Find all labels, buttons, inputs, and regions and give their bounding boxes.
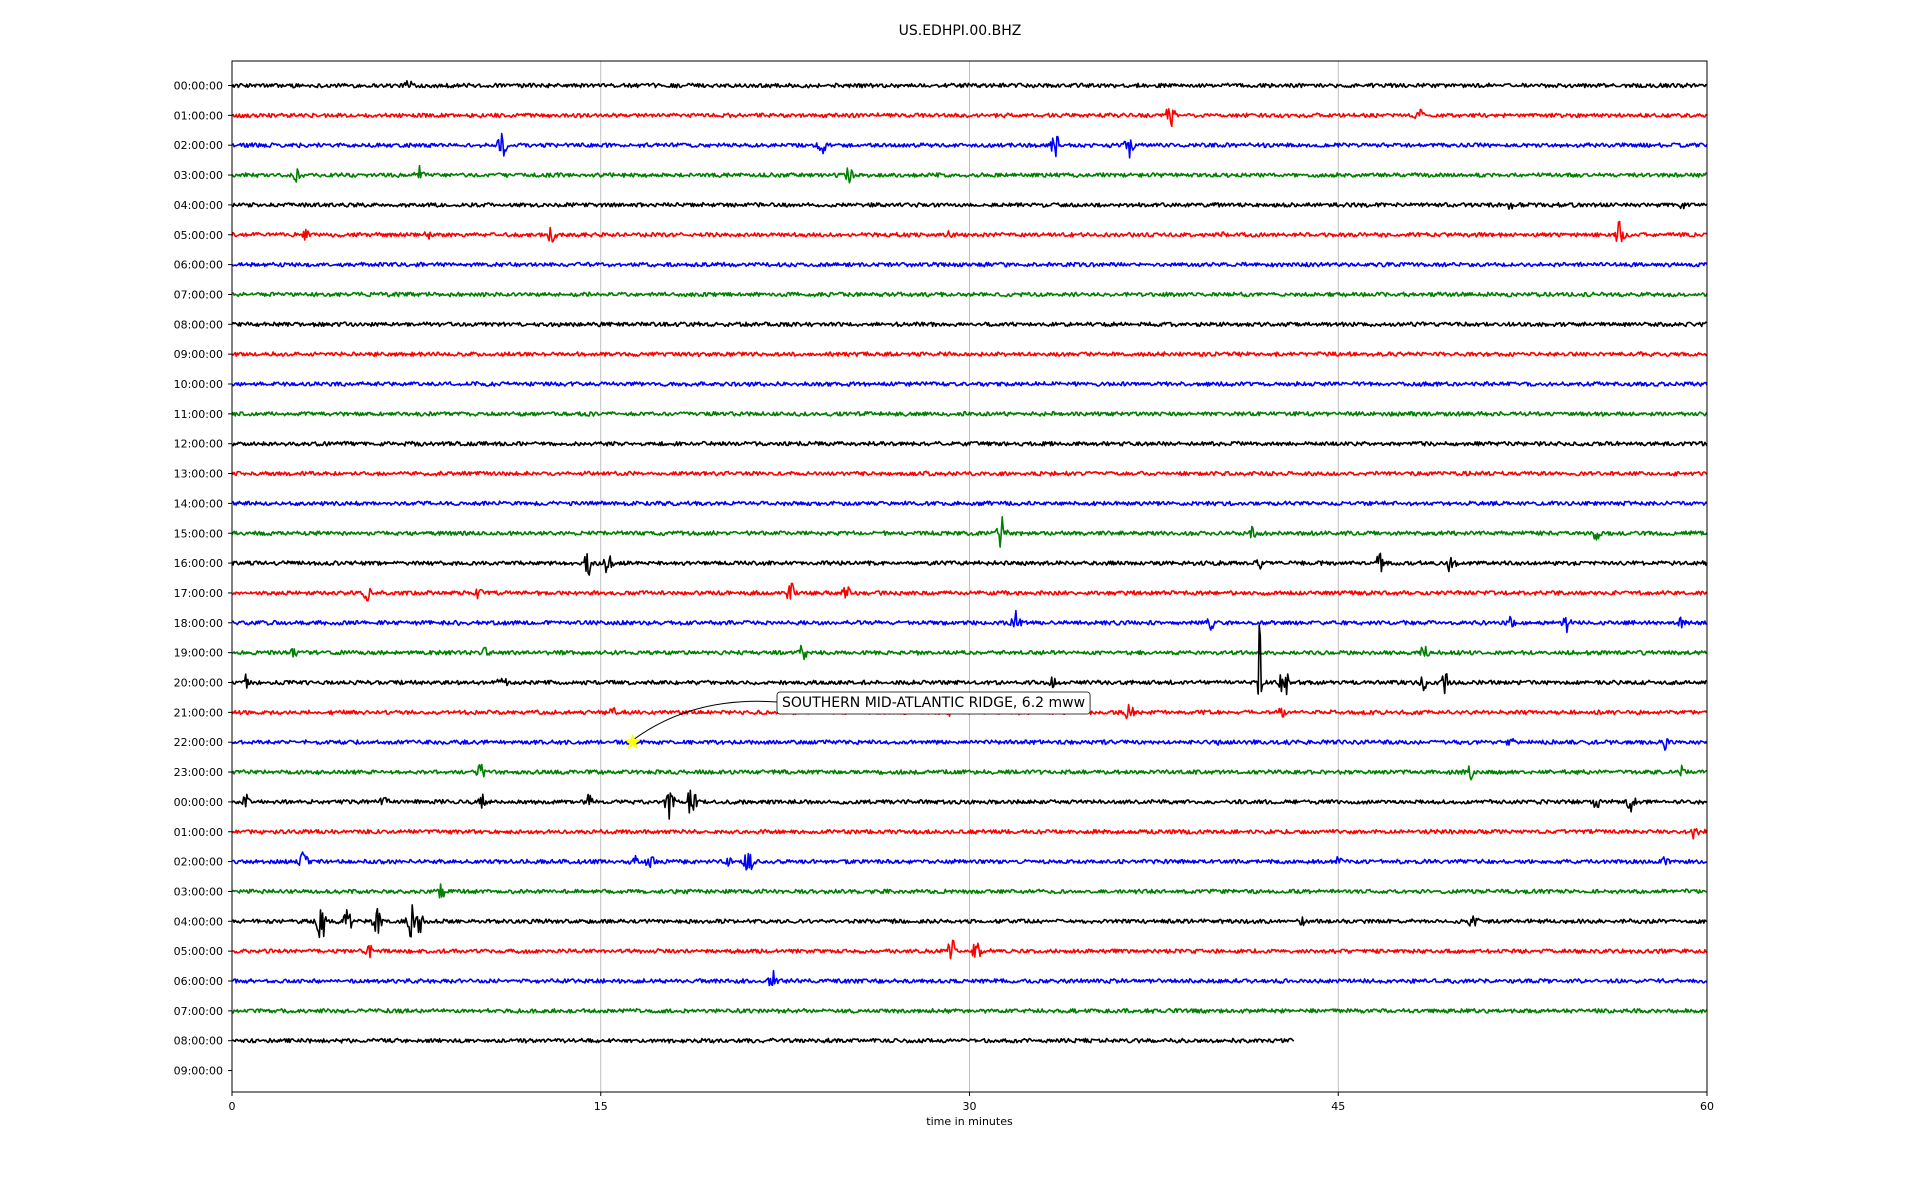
event-annotation-label: SOUTHERN MID-ATLANTIC RIDGE, 6.2 mww [782,695,1085,711]
row-time-label: 05:00:00 [174,229,223,242]
row-time-label: 17:00:00 [174,587,223,600]
row-time-label: 05:00:00 [174,945,223,958]
trace-row-19 [231,644,1708,661]
x-tick-label: 60 [1700,1100,1714,1113]
event-annotation-arrow [632,700,778,741]
row-time-label: 06:00:00 [174,259,223,272]
row-time-label: 06:00:00 [174,975,223,988]
trace-row-5 [231,220,1708,243]
row-time-label: 12:00:00 [174,438,223,451]
trace-row-22 [231,737,1708,751]
trace-row-26 [231,851,1708,871]
trace-row-8 [231,321,1708,328]
trace-row-30 [232,969,1708,987]
annotation-layer: SOUTHERN MID-ATLANTIC RIDGE, 6.2 mww [624,691,1091,750]
row-time-labels: 00:00:00 01:00:00 02:00:00 03:00:00 04:00:00… [174,80,232,1078]
row-time-label: 15:00:00 [174,527,223,540]
trace-row-6 [231,261,1708,268]
trace-row-28 [231,904,1708,939]
event-annotation-box [776,691,1091,715]
x-tick-label: 0 [229,1100,236,1113]
x-tick-label: 15 [594,1100,608,1113]
trace-row-17 [231,582,1708,602]
row-time-label: 22:00:00 [174,736,223,749]
row-time-label: 23:00:00 [174,766,223,779]
x-axis-ticks: 0 15 30 45 60 [229,1092,1714,1113]
row-time-label: 00:00:00 [174,80,223,93]
row-time-label: 08:00:00 [174,1035,223,1048]
row-time-label: 00:00:00 [174,796,223,809]
trace-row-4 [231,201,1708,210]
row-time-label: 14:00:00 [174,497,223,510]
row-time-label: 02:00:00 [174,856,223,869]
row-time-label: 02:00:00 [174,139,223,152]
row-time-label: 03:00:00 [174,169,223,182]
trace-row-0 [231,80,1707,89]
trace-row-13 [231,470,1708,477]
trace-row-15 [231,515,1708,548]
trace-row-23 [231,763,1708,781]
row-time-label: 13:00:00 [174,468,223,481]
row-time-label: 09:00:00 [174,348,223,361]
x-axis-label: time in minutes [926,1115,1013,1128]
trace-row-11 [231,410,1708,417]
x-tick-label: 45 [1331,1100,1345,1113]
trace-row-9 [231,351,1708,358]
trace-row-18 [231,609,1708,634]
row-time-label: 04:00:00 [174,199,223,212]
trace-row-2 [231,132,1708,159]
row-time-label: 03:00:00 [174,885,223,898]
row-time-label: 10:00:00 [174,378,223,391]
event-star-icon [624,733,641,750]
trace-row-16 [231,552,1708,576]
row-time-label: 07:00:00 [174,1005,223,1018]
trace-row-10 [231,380,1708,388]
trace-row-29 [231,939,1708,960]
row-time-label: 20:00:00 [174,677,223,690]
trace-row-20 [231,624,1708,696]
trace-row-24 [231,789,1708,820]
row-time-label: 16:00:00 [174,557,223,570]
row-time-label: 18:00:00 [174,617,223,630]
row-time-label: 04:00:00 [174,915,223,928]
chart-title: US.EDHPI.00.BHZ [899,23,1022,39]
row-time-label: 07:00:00 [174,288,223,301]
trace-row-31 [231,1007,1708,1014]
row-time-label: 11:00:00 [174,408,223,421]
trace-row-3 [231,164,1708,184]
row-time-label: 01:00:00 [174,109,223,122]
trace-row-14 [231,500,1708,507]
x-tick-label: 30 [963,1100,977,1113]
row-time-label: 01:00:00 [174,826,223,839]
trace-row-25 [231,827,1708,840]
trace-row-7 [231,291,1708,298]
row-time-label: 08:00:00 [174,318,223,331]
row-time-label: 21:00:00 [174,706,223,719]
row-time-label: 19:00:00 [174,647,223,660]
trace-row-32 [232,1037,1295,1044]
trace-row-1 [231,108,1707,128]
trace-row-27 [231,883,1707,899]
trace-row-12 [231,440,1708,447]
row-time-label: 09:00:00 [174,1065,223,1078]
